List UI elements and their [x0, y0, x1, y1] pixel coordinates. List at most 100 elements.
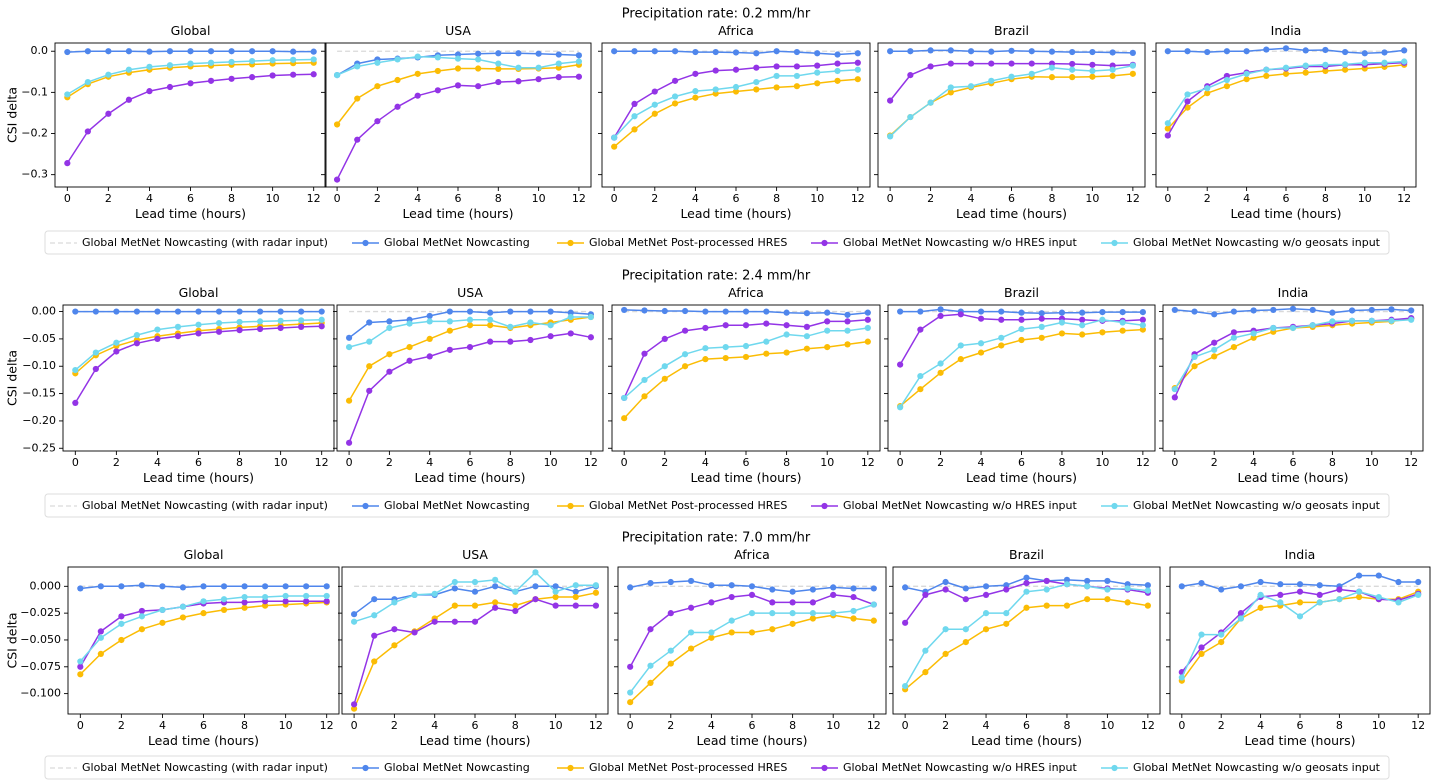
- x-tick-label: 0: [346, 456, 353, 469]
- data-point-nowcasting: [572, 588, 579, 595]
- y-tick-label: −0.050: [20, 633, 61, 646]
- data-point-wo_geosats: [702, 345, 709, 352]
- data-point-wo_hres: [187, 80, 194, 87]
- x-axis-label: Lead time (hours): [971, 733, 1082, 748]
- data-point-wo_hres: [298, 323, 305, 330]
- x-tick-label: 0: [887, 192, 894, 205]
- data-point-nowcasting: [1084, 577, 1091, 585]
- x-tick-label: 8: [1336, 719, 1343, 732]
- data-point-nowcasting: [1104, 577, 1111, 585]
- data-point-wo_hres: [431, 618, 438, 625]
- data-point-hres: [824, 344, 831, 351]
- data-point-wo_geosats: [1063, 581, 1071, 588]
- data-point-hres: [763, 350, 770, 357]
- x-tick-label: 12: [307, 192, 321, 205]
- data-point-hres: [1139, 326, 1146, 333]
- legend-label: Global MetNet Post-processed HRES: [589, 236, 787, 249]
- data-point-nowcasting: [174, 308, 182, 315]
- legend-label: Global MetNet Nowcasting w/o HRES input: [843, 236, 1078, 249]
- data-point-wo_hres: [236, 327, 243, 334]
- data-point-wo_geosats: [1223, 76, 1231, 84]
- data-point-wo_geosats: [814, 69, 821, 76]
- data-point-nowcasting: [942, 578, 949, 586]
- data-point-wo_hres: [310, 71, 317, 78]
- data-point-wo_geosats: [1415, 591, 1422, 598]
- x-tick-label: 0: [77, 719, 84, 732]
- x-axis-label: Lead time (hours): [148, 733, 259, 748]
- data-point-nowcasting: [631, 48, 638, 55]
- data-point-wo_geosats: [982, 610, 990, 617]
- x-tick-label: 4: [983, 719, 990, 732]
- x-tick-label: 2: [105, 192, 112, 205]
- data-point-wo_hres: [92, 365, 99, 373]
- data-point-nowcasting: [298, 308, 305, 315]
- data-point-wo_hres: [708, 599, 715, 606]
- x-tick-label: 10: [544, 456, 558, 469]
- data-point-wo_hres: [967, 60, 975, 67]
- data-point-wo_geosats: [391, 599, 398, 606]
- subplot-row-1: Precipitation rate: 0.2 mm/hr Global 0 2 4 6 8…: [5, 7, 1417, 255]
- data-point-wo_geosats: [742, 342, 750, 350]
- x-tick-label: 6: [187, 192, 194, 205]
- data-point-nowcasting: [732, 49, 740, 56]
- legend-label: Global MetNet Nowcasting w/o geosats inp…: [1133, 761, 1381, 774]
- panel-title: Global: [171, 23, 211, 38]
- data-point-hres: [371, 658, 378, 665]
- data-point-hres: [354, 95, 361, 102]
- data-point-hres: [77, 671, 84, 678]
- data-point-nowcasting: [138, 582, 146, 589]
- data-point-nowcasting: [1178, 583, 1185, 590]
- data-point-nowcasting: [793, 48, 801, 56]
- x-tick-label: 12: [851, 192, 865, 205]
- data-point-hres: [1263, 72, 1270, 80]
- data-point-hres: [1230, 344, 1238, 351]
- data-point-wo_geosats: [773, 72, 780, 80]
- legend-entry-hres: Global MetNet Post-processed HRES: [557, 236, 787, 249]
- data-point-wo_hres: [547, 333, 554, 340]
- legend-entry-nowcasting: Global MetNet Nowcasting: [352, 499, 530, 512]
- data-point-wo_hres: [371, 632, 378, 639]
- data-point-wo_hres: [277, 324, 284, 332]
- data-point-wo_hres: [386, 368, 393, 375]
- data-point-wo_hres: [138, 607, 146, 615]
- data-point-nowcasting: [1018, 309, 1025, 316]
- data-point-wo_hres: [1139, 316, 1146, 323]
- data-point-hres: [661, 375, 668, 382]
- x-tick-label: 4: [146, 192, 153, 205]
- data-point-wo_geosats: [1218, 631, 1225, 638]
- data-point-wo_geosats: [1329, 318, 1336, 325]
- data-point-wo_hres: [962, 596, 969, 603]
- data-point-nowcasting: [773, 48, 780, 55]
- x-tick-label: 6: [1297, 719, 1304, 732]
- data-point-wo_hres: [406, 357, 413, 364]
- data-point-wo_hres: [1211, 339, 1218, 346]
- data-point-wo_geosats: [92, 349, 99, 356]
- x-tick-label: 12: [1397, 192, 1411, 205]
- x-tick-label: 6: [472, 719, 479, 732]
- legend-swatch-marker: [821, 239, 828, 247]
- data-point-wo_geosats: [1322, 61, 1329, 68]
- data-point-nowcasting: [967, 48, 975, 55]
- panel-title: USA: [457, 285, 483, 300]
- data-point-hres: [446, 327, 453, 334]
- data-point-wo_geosats: [1104, 586, 1111, 593]
- x-tick-label: 4: [692, 192, 699, 205]
- data-point-wo_geosats: [611, 134, 618, 141]
- subplot-row-2: Precipitation rate: 2.4 mm/hr Global 0 2 4 6 8…: [5, 269, 1424, 518]
- data-point-nowcasting: [187, 48, 194, 55]
- legend-entry-wo_hres: Global MetNet Nowcasting w/o HRES input: [811, 499, 1078, 512]
- data-point-hres: [651, 110, 658, 117]
- data-point-wo_geosats: [1375, 593, 1382, 601]
- data-point-nowcasting: [1368, 306, 1375, 314]
- data-point-wo_geosats: [386, 324, 393, 332]
- data-point-nowcasting: [547, 308, 554, 315]
- data-point-wo_geosats: [748, 610, 756, 617]
- data-point-nowcasting: [466, 308, 474, 315]
- legend-label: Global MetNet Nowcasting w/o HRES input: [843, 499, 1078, 512]
- data-point-wo_geosats: [105, 71, 112, 78]
- data-point-nowcasting: [1063, 576, 1071, 583]
- data-point-wo_hres: [567, 330, 574, 337]
- data-point-wo_hres: [917, 326, 924, 333]
- legend-entry-wo_hres: Global MetNet Nowcasting w/o HRES input: [811, 761, 1078, 774]
- x-tick-label: 0: [897, 456, 904, 469]
